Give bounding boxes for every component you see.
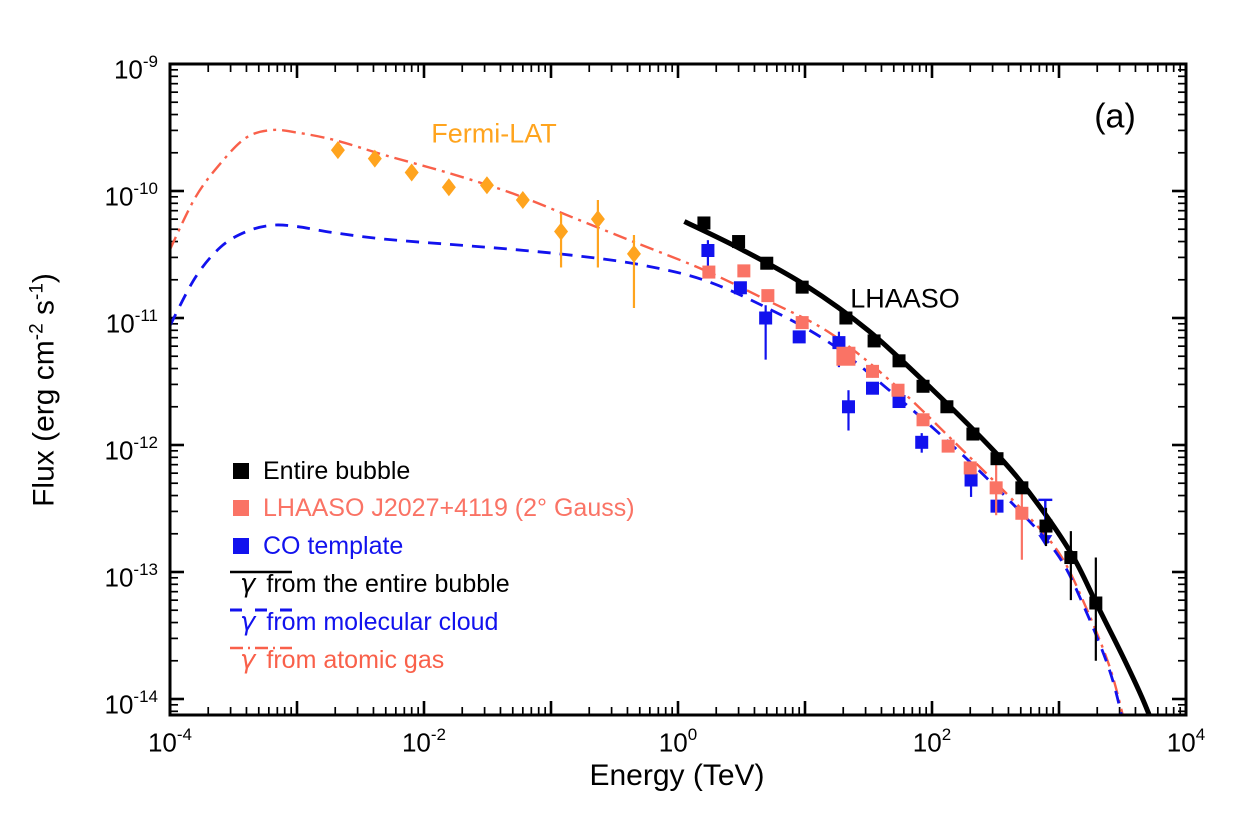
square-marker xyxy=(841,400,855,414)
square-marker xyxy=(792,330,806,344)
square-marker xyxy=(1039,519,1053,533)
square-marker xyxy=(1015,506,1029,520)
square-marker xyxy=(1015,481,1029,495)
square-marker xyxy=(832,336,846,350)
square-marker xyxy=(733,281,747,295)
square-marker xyxy=(701,244,715,258)
diamond-marker xyxy=(404,163,419,182)
square-marker xyxy=(892,354,906,368)
diamond-marker xyxy=(626,244,641,263)
square-marker xyxy=(795,316,809,330)
square-marker xyxy=(916,413,930,427)
axis-ticks xyxy=(168,62,1188,715)
square-marker xyxy=(732,235,746,249)
square-marker xyxy=(1089,596,1103,610)
square-marker xyxy=(697,216,711,230)
curve-solid xyxy=(683,219,1152,714)
diamond-marker xyxy=(515,190,530,209)
curve-dashdot xyxy=(171,128,1124,714)
square-marker xyxy=(966,427,980,441)
square-marker xyxy=(865,364,879,378)
diamond-marker xyxy=(330,141,345,160)
square-marker xyxy=(990,452,1004,466)
diamond-marker xyxy=(590,210,605,229)
diamond-marker xyxy=(367,149,382,168)
square-marker xyxy=(964,473,978,487)
square-marker xyxy=(963,461,977,475)
square-marker xyxy=(891,383,905,397)
square-marker xyxy=(737,264,751,278)
square-marker xyxy=(1064,551,1078,565)
square-marker xyxy=(836,346,856,366)
square-marker xyxy=(839,311,853,325)
diamond-marker xyxy=(441,178,456,197)
square-marker xyxy=(867,334,881,348)
diamond-marker xyxy=(479,176,494,195)
series-entire-bubble xyxy=(697,216,1103,661)
curve-dashed xyxy=(171,223,1123,714)
square-marker xyxy=(989,481,1003,495)
square-marker xyxy=(915,435,929,449)
data-points xyxy=(330,141,1103,661)
series-co-template xyxy=(701,240,1053,547)
plot-frame xyxy=(168,62,1188,717)
square-marker xyxy=(761,289,775,303)
square-marker xyxy=(865,381,879,395)
square-marker xyxy=(795,280,809,294)
series-fermi-lat-data xyxy=(330,141,641,308)
square-marker xyxy=(940,400,954,414)
square-marker xyxy=(941,439,955,453)
square-marker xyxy=(892,395,906,409)
model-curves xyxy=(171,128,1152,714)
diamond-marker xyxy=(554,222,569,241)
square-marker xyxy=(916,379,930,393)
series-lhaaso-j2027-4119-2-gauss- xyxy=(702,264,1029,560)
square-marker xyxy=(760,256,774,270)
square-marker xyxy=(702,265,716,279)
square-marker xyxy=(759,311,773,325)
